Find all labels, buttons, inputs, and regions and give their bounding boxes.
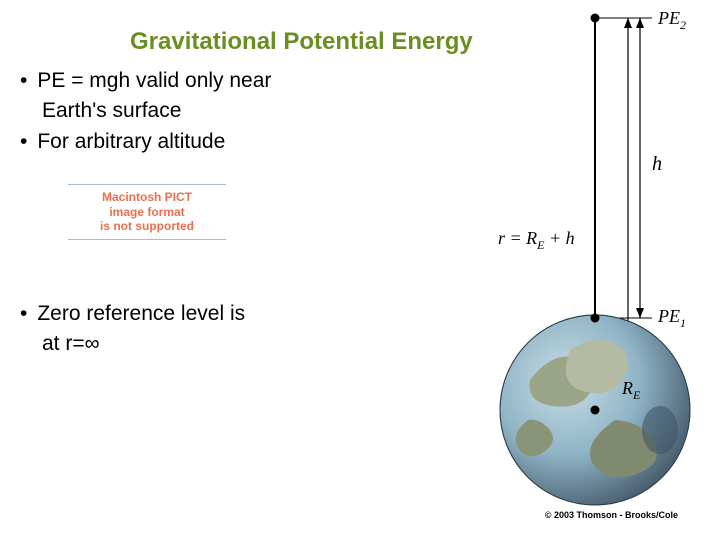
r-eq-label: r = RE + h — [498, 228, 575, 252]
bullet-1-cont: Earth's surface — [20, 98, 380, 124]
pict-line1: Macintosh PICT — [68, 190, 226, 204]
pe2-label: PE2 — [657, 8, 686, 32]
bullet-3: Zero reference level is — [20, 301, 380, 327]
pe2-dot — [591, 14, 600, 23]
bullet-3-line2: at r=∞ — [42, 332, 100, 355]
pe1-dot — [591, 314, 600, 323]
bullet-3-cont: at r=∞ — [20, 331, 380, 357]
bullet-1-line2: Earth's surface — [42, 99, 181, 122]
bullet-1: PE = mgh valid only near — [20, 68, 380, 94]
copyright-text: © 2003 Thomson - Brooks/Cole — [545, 510, 678, 520]
bullet-3-line1: Zero reference level is — [37, 302, 245, 325]
earth-diagram: PE2 h r = RE + h PE1 RE — [470, 0, 720, 540]
bullet-2-text: For arbitrary altitude — [37, 130, 225, 153]
h-label: h — [652, 153, 662, 175]
pict-placeholder: Macintosh PICT image format is not suppo… — [68, 184, 226, 240]
bullet-2: For arbitrary altitude — [20, 129, 380, 155]
slide-title: Gravitational Potential Energy — [130, 28, 473, 56]
center-dot — [591, 406, 600, 415]
pe1-label: PE1 — [657, 306, 686, 330]
pict-line3: is not supported — [68, 219, 226, 233]
pict-line2: image format — [68, 205, 226, 219]
bullet-1-line1: PE = mgh valid only near — [37, 69, 271, 92]
